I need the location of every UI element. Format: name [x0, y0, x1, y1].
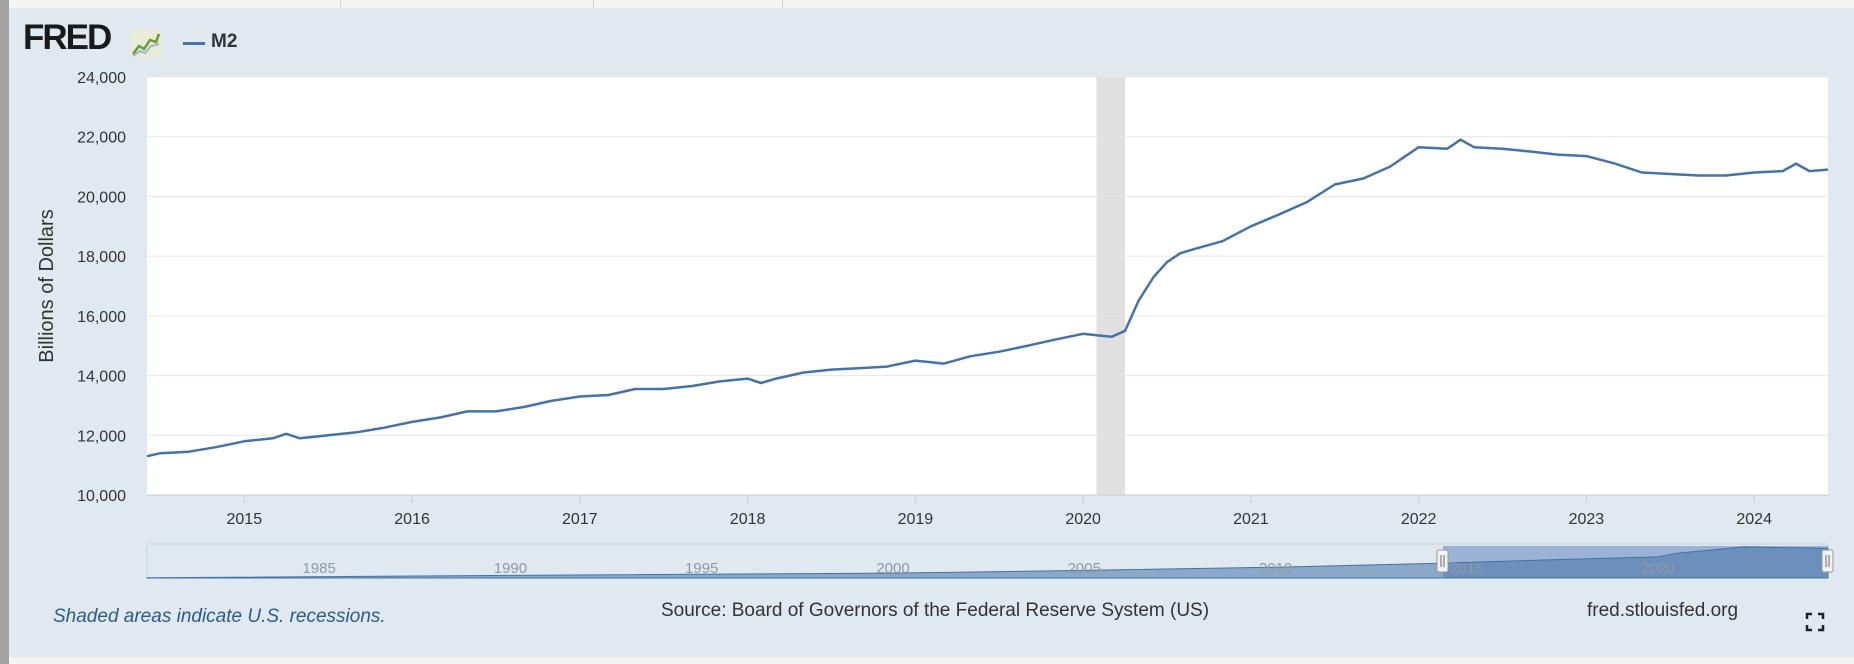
- series-line-m2: [146, 138, 1829, 458]
- range-navigator[interactable]: 1985 1990 1995 2000 2005 2010 2015 2020: [146, 543, 1834, 579]
- tab-separator: [782, 0, 783, 8]
- navigator-handle-right[interactable]: [1821, 549, 1834, 573]
- navigator-tick-label: 2005: [1068, 560, 1101, 577]
- plot-area: [147, 77, 1828, 495]
- x-tick-label: 2022: [1401, 511, 1437, 528]
- x-tick-label: 2020: [1065, 511, 1101, 528]
- x-tick-label: 2023: [1569, 511, 1605, 528]
- y-tick-label: 10,000: [77, 488, 126, 505]
- navigator-tick-label: 1985: [302, 560, 335, 577]
- legend-label: M2: [211, 31, 238, 52]
- y-tick-label: 20,000: [77, 189, 126, 206]
- y-tick-label: 16,000: [77, 309, 126, 326]
- source-note: Source: Board of Governors of the Federa…: [661, 600, 1210, 621]
- fred-logo-text: FRED: [23, 18, 112, 57]
- x-tick-label: 2019: [898, 511, 934, 528]
- window-left-edge: [0, 0, 9, 664]
- navigator-tick-label: 2010: [1259, 560, 1292, 577]
- y-tick-label: 22,000: [77, 130, 126, 147]
- y-tick-label: 24,000: [77, 70, 126, 87]
- tab-separator: [340, 0, 341, 8]
- navigator-area: [146, 546, 1829, 579]
- x-tick-label: 2015: [227, 511, 263, 528]
- window-bottom-edge: [9, 657, 1854, 664]
- x-tick-label: 2018: [730, 511, 766, 528]
- y-tick-label: 18,000: [77, 249, 126, 266]
- navigator-tick-label: 1990: [494, 560, 527, 577]
- tab-separator: [593, 0, 594, 8]
- x-tick-label: 2016: [394, 511, 430, 528]
- navigator-tick-label: 2000: [876, 560, 909, 577]
- x-tick-label: 2024: [1736, 511, 1772, 528]
- navigator-handle-left[interactable]: [1436, 549, 1449, 573]
- x-tick-label: 2021: [1233, 511, 1269, 528]
- fred-graph-icon: [131, 30, 161, 58]
- legend-swatch: [183, 42, 205, 45]
- y-tick-label: 14,000: [77, 369, 126, 386]
- y-tick-label: 12,000: [77, 428, 126, 445]
- recession-note: Shaded areas indicate U.S. recessions.: [53, 606, 386, 627]
- recession-band: [1096, 77, 1126, 495]
- y-axis-label: Billions of Dollars: [36, 209, 58, 362]
- x-tick-label: 2017: [562, 511, 598, 528]
- navigator-tick-label: 2020: [1641, 560, 1674, 577]
- site-link[interactable]: fred.stlouisfed.org: [1587, 600, 1739, 621]
- navigator-tick-label: 2015: [1450, 560, 1483, 577]
- navigator-tick-label: 1995: [685, 560, 718, 577]
- fullscreen-icon[interactable]: [1805, 612, 1825, 632]
